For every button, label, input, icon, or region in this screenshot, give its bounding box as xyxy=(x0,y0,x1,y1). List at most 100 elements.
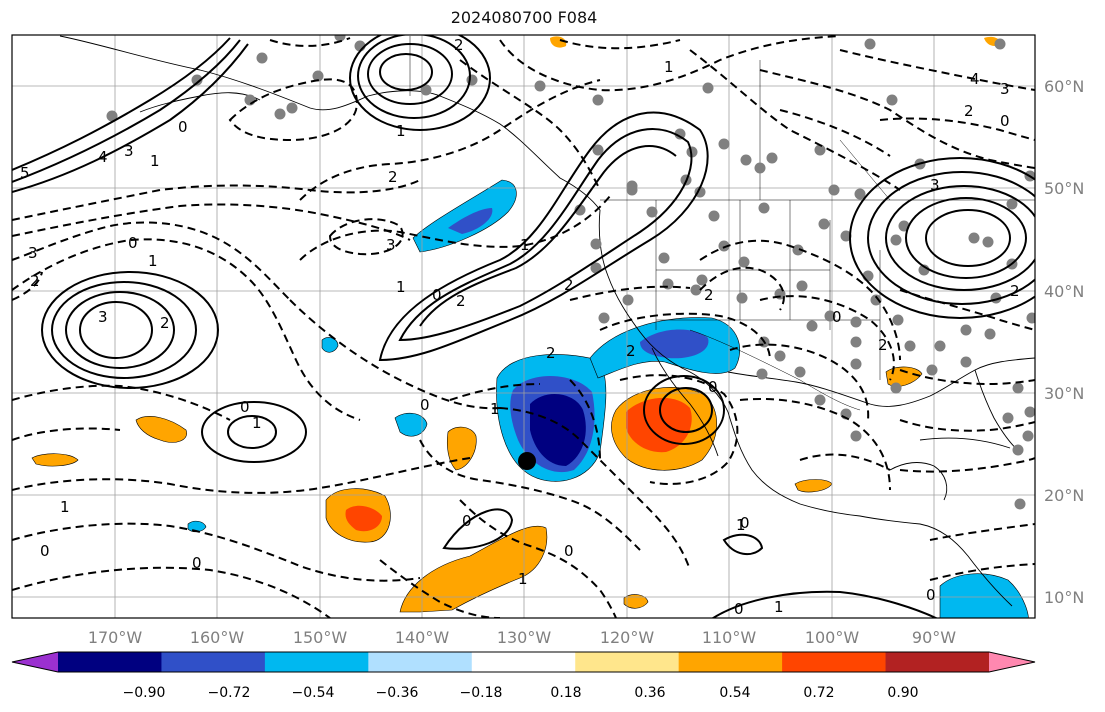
lat-label-60n: 60°N xyxy=(1044,77,1084,96)
dashed-contours xyxy=(12,35,1035,618)
colorbar-segment xyxy=(58,652,162,672)
contour-labels: 2 1 3 4 2 0 4 3 1 0 5 3 2 0 1 3 2 2 3 1 … xyxy=(20,36,1020,618)
label-2-low: 2 xyxy=(626,342,636,360)
colorbar-label-3: −0.36 xyxy=(376,685,419,701)
label-2-mid: 2 xyxy=(388,168,398,186)
label-3-ne: 3 xyxy=(1000,80,1010,98)
colorbar-label-5: 0.18 xyxy=(550,685,581,701)
label-1-mid: 1 xyxy=(396,278,406,296)
label-1-low: 1 xyxy=(490,400,500,418)
positive-region-south xyxy=(399,526,548,613)
label-2-low-west: 2 xyxy=(160,314,170,332)
gridlines xyxy=(12,35,1035,618)
label-5-nw: 5 xyxy=(20,164,30,182)
colorbar-label-9: 0.90 xyxy=(887,685,918,701)
colorbar-label-1: −0.72 xyxy=(208,685,251,701)
colorbar-label-4: −0.18 xyxy=(460,685,503,701)
positive-region-north-a xyxy=(550,36,567,48)
colorbar xyxy=(11,651,1036,673)
label-3-nw: 3 xyxy=(124,142,134,160)
map-panel: 2 1 3 4 2 0 4 3 1 0 5 3 2 0 1 3 2 2 3 1 … xyxy=(12,35,1035,618)
label-0-west: 0 xyxy=(128,234,138,252)
solid-contours xyxy=(12,35,1035,618)
colorbar-label-8: 0.72 xyxy=(803,685,834,701)
station-dots xyxy=(106,35,1035,510)
lat-label-40n: 40°N xyxy=(1044,282,1084,301)
lon-label-90w: 90°W xyxy=(912,628,956,647)
colorbar-segment xyxy=(471,652,576,672)
colorbar-labels: −0.90 −0.72 −0.54 −0.36 −0.18 0.18 0.36 … xyxy=(123,685,919,701)
label-0-nw: 0 xyxy=(178,118,188,136)
lon-axis: 170°W 160°W 150°W 140°W 130°W 120°W 110°… xyxy=(88,628,956,647)
lat-axis: 60°N 50°N 40°N 30°N 20°N 10°N xyxy=(1044,77,1084,607)
label-0-ne: 0 xyxy=(1000,112,1010,130)
label-1-sw: 1 xyxy=(252,414,262,432)
colorbar-segment xyxy=(678,652,783,672)
label-1-texas: 1 xyxy=(736,516,746,534)
label-4-ne: 4 xyxy=(970,70,980,88)
label-2-ridge: 2 xyxy=(456,292,466,310)
colorbar-label-2: −0.54 xyxy=(292,685,335,701)
negative-region-goa xyxy=(412,179,517,253)
label-0-mid: 0 xyxy=(432,286,442,304)
label-0-mexico: 0 xyxy=(708,378,718,396)
label-0-sw: 0 xyxy=(240,398,250,416)
positive-region-small-a xyxy=(446,426,477,471)
negative-region-small-c xyxy=(187,520,207,533)
lon-label-130w: 130°W xyxy=(497,628,552,647)
lon-label-110w: 110°W xyxy=(702,628,757,647)
positive-region-core xyxy=(626,397,692,453)
negative-region-small-a xyxy=(394,412,428,437)
colorbar-segment xyxy=(264,652,369,672)
label-2-gulf: 2 xyxy=(878,336,888,354)
negative-region-se xyxy=(939,573,1029,618)
positive-region-small-b xyxy=(135,416,187,443)
label-2-west: 2 xyxy=(30,272,40,290)
colorbar-segment xyxy=(368,652,473,672)
label-1-north: 1 xyxy=(396,122,406,140)
label-0-south-c: 0 xyxy=(462,512,472,530)
label-2-ridge-b: 2 xyxy=(564,276,574,294)
negative-region-small-b xyxy=(321,337,339,353)
label-3-mid: 3 xyxy=(386,236,396,254)
lon-label-170w: 170°W xyxy=(88,628,143,647)
label-2-ne: 2 xyxy=(964,102,974,120)
label-1-ridge: 1 xyxy=(520,236,530,254)
label-2-north: 2 xyxy=(454,36,464,54)
label-1-south: 1 xyxy=(60,498,70,516)
negative-region-goa-inner xyxy=(448,208,493,234)
colorbar-segment xyxy=(575,652,680,672)
colorbar-segment xyxy=(161,652,266,672)
label-1-south-d: 1 xyxy=(774,598,784,616)
lat-label-30n: 30°N xyxy=(1044,384,1084,403)
label-0-west-b: 0 xyxy=(740,514,750,532)
label-0-south-d: 0 xyxy=(564,542,574,560)
label-1-ne-b: 1 xyxy=(664,58,674,76)
label-0-se: 0 xyxy=(734,600,744,618)
label-1-south-c: 1 xyxy=(518,570,528,588)
colorbar-label-7: 0.54 xyxy=(719,685,750,701)
colorbar-extend-high xyxy=(989,652,1035,672)
label-2-se: 2 xyxy=(1010,282,1020,300)
label-3-se: 3 xyxy=(930,176,940,194)
label-2-sw: 2 xyxy=(546,344,556,362)
map-frame xyxy=(11,34,1036,619)
lon-label-100w: 100°W xyxy=(805,628,860,647)
colorbar-label-6: 0.36 xyxy=(634,685,665,701)
colorbar-label-0: −0.90 xyxy=(123,685,166,701)
lat-label-50n: 50°N xyxy=(1044,179,1084,198)
lon-label-140w: 140°W xyxy=(395,628,450,647)
label-1-west: 1 xyxy=(148,252,158,270)
lon-label-120w: 120°W xyxy=(600,628,655,647)
location-marker xyxy=(518,452,536,470)
label-0-south-b: 0 xyxy=(192,554,202,572)
positive-region-small-c xyxy=(31,453,79,467)
label-0-low: 0 xyxy=(420,396,430,414)
lon-label-160w: 160°W xyxy=(190,628,245,647)
lon-label-150w: 150°W xyxy=(293,628,348,647)
label-2-east: 2 xyxy=(704,286,714,304)
label-3-low-west: 3 xyxy=(98,308,108,326)
label-4-nw: 4 xyxy=(98,148,108,166)
positive-region-sw-core xyxy=(345,505,382,532)
